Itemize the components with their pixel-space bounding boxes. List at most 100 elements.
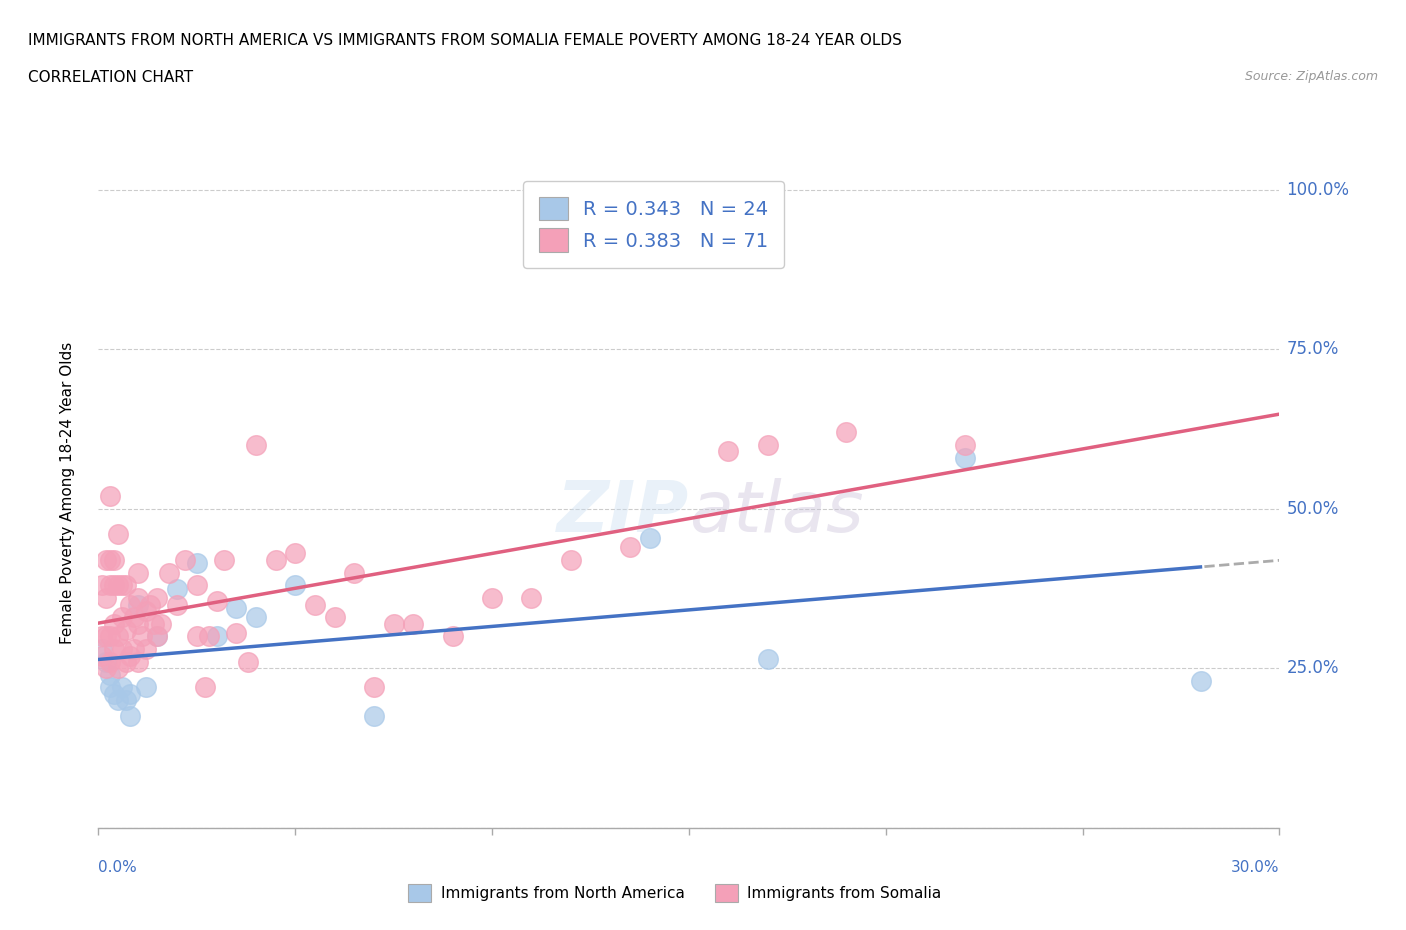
- Point: [96, 629, 118, 644]
- Text: Source: ZipAtlas.com: Source: ZipAtlas.com: [1244, 70, 1378, 83]
- Point: [127, 565, 149, 580]
- Point: [205, 629, 228, 644]
- Point: [520, 591, 543, 605]
- Point: [118, 709, 141, 724]
- Point: [323, 610, 346, 625]
- Point: [135, 604, 157, 618]
- Point: [103, 642, 125, 657]
- Point: [107, 527, 129, 542]
- Text: 100.0%: 100.0%: [1286, 181, 1350, 199]
- Point: [481, 591, 503, 605]
- Point: [98, 680, 121, 695]
- Point: [146, 629, 169, 644]
- Point: [717, 444, 740, 458]
- Point: [186, 578, 208, 592]
- Point: [186, 629, 208, 644]
- Point: [382, 617, 405, 631]
- Point: [174, 552, 197, 567]
- Point: [619, 539, 641, 554]
- Point: [91, 642, 114, 657]
- Point: [103, 552, 125, 567]
- Point: [1189, 673, 1212, 688]
- Point: [98, 488, 121, 503]
- Point: [166, 581, 188, 596]
- Point: [142, 617, 165, 631]
- Point: [166, 597, 188, 612]
- Point: [146, 591, 169, 605]
- Point: [835, 425, 858, 440]
- Point: [245, 610, 267, 625]
- Point: [115, 693, 138, 708]
- Point: [157, 565, 180, 580]
- Point: [150, 617, 173, 631]
- Point: [122, 610, 145, 625]
- Point: [284, 578, 307, 592]
- Point: [98, 667, 121, 682]
- Text: 0.0%: 0.0%: [98, 860, 138, 875]
- Point: [225, 626, 247, 641]
- Point: [638, 530, 661, 545]
- Point: [111, 610, 134, 625]
- Text: atlas: atlas: [689, 479, 863, 548]
- Point: [194, 680, 217, 695]
- Point: [91, 648, 114, 663]
- Point: [127, 655, 149, 670]
- Point: [111, 642, 134, 657]
- Text: 30.0%: 30.0%: [1232, 860, 1279, 875]
- Point: [122, 642, 145, 657]
- Point: [96, 661, 118, 676]
- Point: [225, 600, 247, 615]
- Point: [363, 709, 385, 724]
- Point: [127, 617, 149, 631]
- Text: 25.0%: 25.0%: [1286, 659, 1339, 677]
- Point: [91, 578, 114, 592]
- Point: [98, 629, 121, 644]
- Text: IMMIGRANTS FROM NORTH AMERICA VS IMMIGRANTS FROM SOMALIA FEMALE POVERTY AMONG 18: IMMIGRANTS FROM NORTH AMERICA VS IMMIGRA…: [28, 33, 903, 47]
- Point: [127, 591, 149, 605]
- Point: [264, 552, 287, 567]
- Point: [118, 648, 141, 663]
- Point: [115, 655, 138, 670]
- Point: [756, 651, 779, 666]
- Point: [146, 629, 169, 644]
- Legend: Immigrants from North America, Immigrants from Somalia: Immigrants from North America, Immigrant…: [402, 878, 948, 909]
- Point: [118, 597, 141, 612]
- Legend: R = 0.343   N = 24, R = 0.383   N = 71: R = 0.343 N = 24, R = 0.383 N = 71: [523, 181, 785, 268]
- Point: [91, 629, 114, 644]
- Point: [107, 578, 129, 592]
- Point: [107, 693, 129, 708]
- Point: [245, 438, 267, 453]
- Point: [343, 565, 366, 580]
- Point: [111, 680, 134, 695]
- Point: [96, 552, 118, 567]
- Point: [236, 655, 259, 670]
- Point: [186, 555, 208, 570]
- Text: ZIP: ZIP: [557, 479, 689, 548]
- Point: [131, 629, 153, 644]
- Point: [402, 617, 425, 631]
- Point: [98, 552, 121, 567]
- Point: [138, 597, 160, 612]
- Point: [284, 546, 307, 561]
- Point: [214, 552, 236, 567]
- Point: [107, 661, 129, 676]
- Point: [103, 686, 125, 701]
- Point: [118, 686, 141, 701]
- Point: [135, 642, 157, 657]
- Point: [197, 629, 219, 644]
- Point: [96, 655, 118, 670]
- Point: [135, 680, 157, 695]
- Point: [115, 578, 138, 592]
- Text: CORRELATION CHART: CORRELATION CHART: [28, 70, 193, 85]
- Point: [756, 438, 779, 453]
- Point: [96, 591, 118, 605]
- Point: [363, 680, 385, 695]
- Point: [953, 450, 976, 465]
- Point: [107, 629, 129, 644]
- Point: [115, 622, 138, 637]
- Point: [560, 552, 582, 567]
- Point: [111, 578, 134, 592]
- Point: [98, 578, 121, 592]
- Y-axis label: Female Poverty Among 18-24 Year Olds: Female Poverty Among 18-24 Year Olds: [60, 341, 75, 644]
- Point: [98, 655, 121, 670]
